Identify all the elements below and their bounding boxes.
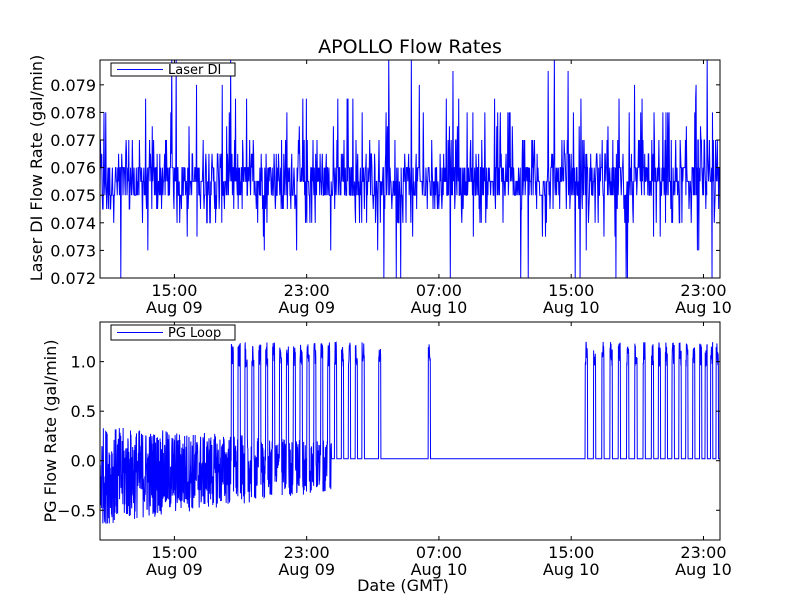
- y-tick-label: 0.0: [71, 452, 96, 471]
- legend-label-laser-di: Laser DI: [168, 63, 221, 78]
- x-tick-label-date: Aug 10: [543, 298, 600, 317]
- laser-di-series-line: [100, 60, 720, 278]
- x-tick-label-date: Aug 10: [411, 560, 468, 579]
- x-tick-label-date: Aug 09: [146, 560, 203, 579]
- y-tick-label: −0.5: [57, 501, 96, 520]
- y-tick-label: 0.077: [50, 131, 96, 150]
- pg-loop-axes-frame: [99, 321, 721, 541]
- y-tick-label: 0.078: [50, 103, 96, 122]
- x-tick-label-date: Aug 10: [411, 298, 468, 317]
- x-tick-label-time: 23:00: [680, 543, 726, 562]
- chart-title: APOLLO Flow Rates: [318, 36, 502, 58]
- x-tick-label-time: 23:00: [284, 543, 330, 562]
- pg-loop-y-axis-label: PG Flow Rate (gal/min): [41, 340, 60, 523]
- x-tick-label-time: 15:00: [151, 543, 197, 562]
- x-tick-label-time: 15:00: [151, 281, 197, 300]
- x-tick-label-time: 07:00: [416, 281, 462, 300]
- laser-di-plot-area: [100, 60, 720, 278]
- x-tick-label-date: Aug 09: [146, 298, 203, 317]
- y-tick-label: 0.074: [50, 214, 96, 233]
- x-axis-label: Date (GMT): [357, 576, 449, 595]
- y-tick-label: 0.073: [50, 241, 96, 260]
- pg-loop-plot-area: [100, 340, 720, 524]
- y-tick-label: 0.079: [50, 76, 96, 95]
- legend-label-pg-loop: PG Loop: [168, 326, 221, 341]
- pg-loop-series-line: [100, 340, 720, 524]
- y-tick-label: 0.072: [50, 269, 96, 288]
- x-tick-label-time: 07:00: [416, 543, 462, 562]
- x-tick-label-time: 23:00: [284, 281, 330, 300]
- x-tick-label-date: Aug 10: [675, 298, 732, 317]
- y-tick-label: 1.0: [71, 353, 96, 372]
- y-tick-label: 0.5: [71, 402, 96, 421]
- laser-di-axes-frame: [99, 59, 721, 279]
- laser-di-chart: APOLLO Flow Rates 0.0720.0730.0740.0750.…: [27, 36, 732, 317]
- pg-loop-legend[interactable]: PG Loop: [110, 324, 236, 341]
- x-tick-label-time: 15:00: [548, 543, 594, 562]
- x-tick-label-date: Aug 09: [278, 298, 335, 317]
- x-tick-label-date: Aug 10: [543, 560, 600, 579]
- pg-loop-y-axis: −0.5 0.0 0.5 1.0: [57, 353, 720, 520]
- legend-box: [110, 62, 236, 77]
- y-tick-label: 0.076: [50, 159, 96, 178]
- legend-box: [110, 324, 236, 341]
- laser-di-legend[interactable]: Laser DI: [110, 62, 236, 78]
- x-tick-label-time: 15:00: [548, 281, 594, 300]
- laser-di-y-axis: 0.072 0.073 0.074 0.075 0.076 0.077 0.078 0.079: [50, 76, 720, 288]
- x-tick-label-date: Aug 10: [675, 560, 732, 579]
- laser-di-y-axis-label: Laser DI Flow Rate (gal/min): [27, 55, 46, 282]
- x-tick-label-date: Aug 09: [278, 560, 335, 579]
- y-tick-label: 0.075: [50, 186, 96, 205]
- x-tick-label-time: 23:00: [680, 281, 726, 300]
